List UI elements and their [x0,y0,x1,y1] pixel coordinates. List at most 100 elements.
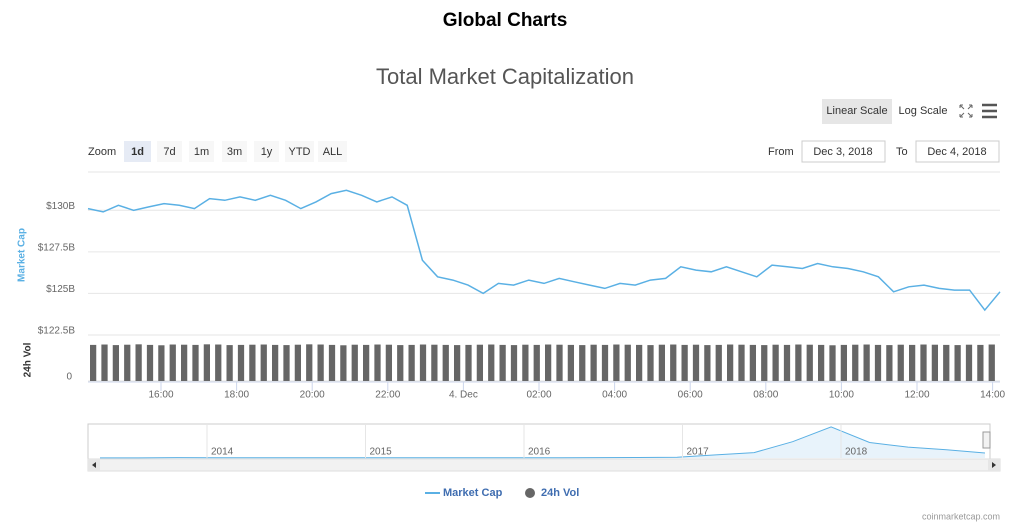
scrollbar[interactable] [87,458,1001,472]
volume-bar [283,345,290,381]
volume-bar [988,344,995,381]
volume-bar [408,344,415,381]
volume-bar [772,344,779,381]
scale-button[interactable]: Log Scale [899,105,948,117]
volume-bar [727,344,734,381]
volume-bar [647,345,654,381]
volume-bar [328,344,336,381]
volume-bar [237,344,245,381]
x-tick-label: 14:00 [980,390,1005,401]
volume-bar [681,344,688,381]
volume-bar [510,345,518,381]
volume-bar [499,344,506,381]
volume-bar [533,344,540,381]
x-tick-label: 08:00 [753,390,778,401]
navigator-label: 2016 [528,447,551,458]
volume-bar [374,344,381,381]
volume-bar [658,344,666,381]
volume-bar [795,344,802,381]
zoom-button[interactable]: YTD [289,146,311,158]
volume-bar [294,344,302,381]
zoom-button-bg[interactable] [318,141,347,162]
volume-bar [363,344,370,381]
volume-bar [215,344,222,381]
volume-bar [112,345,120,381]
zoom-button-bg[interactable] [285,141,314,162]
from-input[interactable] [801,140,886,163]
volume-bar [761,345,768,381]
scale-button-bg[interactable] [822,99,892,124]
page-title: Global Charts [443,10,568,31]
scroll-left-arrow [92,462,96,468]
volume-bar [920,344,927,381]
volume-bar [601,344,609,381]
volume-bar [897,344,904,381]
zoom-button-bg[interactable] [222,141,247,162]
volume-bar [965,344,973,381]
to-value: Dec 4, 2018 [927,146,986,158]
scale-button[interactable]: Linear Scale [826,105,887,117]
zoom-button[interactable]: 3m [227,146,242,158]
from-value: Dec 3, 2018 [813,146,872,158]
volume-bar [783,344,791,381]
y-tick-label: $127.5B [38,242,76,253]
navigator-handle[interactable] [982,431,991,449]
zoom-button-bg[interactable] [124,141,151,162]
zoom-button-bg[interactable] [254,141,279,162]
x-tick-label: 20:00 [300,390,325,401]
volume-bar [260,344,267,381]
x-tick-label: 10:00 [829,390,854,401]
to-input[interactable] [915,140,1000,163]
to-label: To [896,146,908,158]
chart-title: Total Market Capitalization [376,64,634,89]
navigator-label: 2014 [211,447,234,458]
fullscreen-icon[interactable] [959,104,973,118]
zoom-label: Zoom [88,146,116,158]
volume-bar [272,344,279,381]
volume-bar [738,344,745,381]
volume-bar [874,344,882,381]
x-tick-label: 12:00 [904,390,929,401]
volume-bar [169,344,176,381]
zoom-button[interactable]: 7d [163,146,175,158]
zoom-button[interactable]: 1d [131,146,144,158]
volume-bar [579,345,586,381]
volume-bar [442,344,449,381]
volume-bar [306,344,313,381]
y-tick-label: $125B [46,284,75,295]
x-tick-label: 4. Dec [449,390,478,401]
volume-bar [943,344,950,381]
y2-tick-label: 0 [66,372,72,383]
volume-bar [806,344,813,381]
zoom-button-bg[interactable] [157,141,182,162]
from-label: From [768,146,794,158]
volume-bar [704,345,711,381]
volume-bar [181,344,188,381]
volume-bar [476,344,484,381]
volume-bar [624,344,631,381]
zoom-button[interactable]: 1y [261,146,273,158]
navigator-label: 2018 [845,447,868,458]
zoom-button-bg[interactable] [189,141,214,162]
volume-bar [863,344,870,381]
legend-label[interactable]: 24h Vol [541,487,579,499]
legend-label[interactable]: Market Cap [443,487,503,499]
volume-bar [340,345,347,381]
volume-bar [749,344,757,381]
y2-axis-label: 24h Vol [23,342,34,377]
volume-bar [488,344,495,381]
credit: coinmarketcap.com [922,511,1000,521]
menu-icon[interactable] [982,103,997,119]
zoom-button[interactable]: ALL [323,146,343,158]
volume-bar [226,345,233,381]
volume-bar [192,344,199,381]
zoom-button[interactable]: 1m [194,146,209,158]
volume-bar [101,344,108,381]
volume-bar [465,344,472,381]
volume-bar [351,344,358,381]
x-tick-label: 22:00 [375,390,400,401]
x-tick-label: 18:00 [224,390,249,401]
volume-bar [829,345,836,381]
x-tick-label: 04:00 [602,390,627,401]
